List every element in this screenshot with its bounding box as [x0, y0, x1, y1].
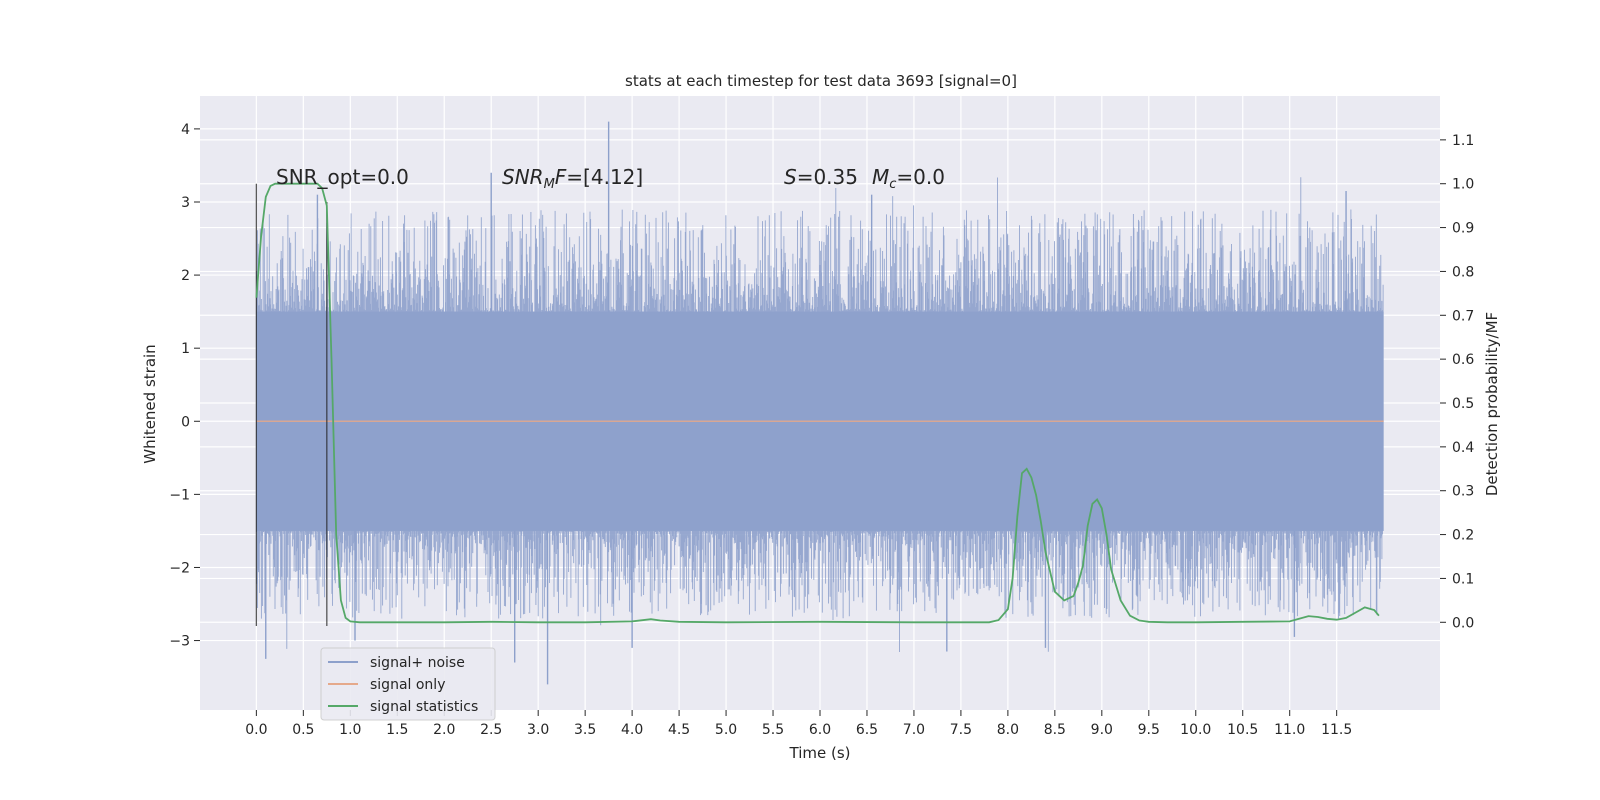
y-tick-label-right: 0.6 [1452, 352, 1474, 368]
x-tick-label: 8.0 [997, 722, 1019, 738]
y-tick-label-left: 3 [181, 195, 190, 211]
y-tick-label-right: 0.4 [1452, 440, 1474, 456]
y-tick-label-right: 0.2 [1452, 528, 1474, 544]
x-tick-label: 7.5 [950, 722, 972, 738]
legend-label-noise: signal+ noise [370, 655, 465, 671]
y-tick-label-right: 0.1 [1452, 571, 1474, 587]
y-tick-label-right: 0.8 [1452, 264, 1474, 280]
legend: signal+ noise signal only signal statist… [320, 647, 496, 721]
x-axis-ticks: 0.0 0.5 1.0 1.5 2.0 2.5 3.0 3.5 4.0 4.5 5.0 5.5 6.0 6… [245, 710, 1352, 738]
x-tick-label: 11.5 [1321, 722, 1352, 738]
x-tick-label: 11.0 [1274, 722, 1305, 738]
x-tick-label: 4.0 [621, 722, 643, 738]
y-tick-label-left: 0 [181, 414, 190, 430]
x-tick-label: 3.0 [527, 722, 549, 738]
y-tick-label-left: −1 [169, 487, 190, 503]
y-axis-left-label: Whitened strain [141, 344, 159, 463]
x-tick-label: 5.5 [762, 722, 784, 738]
x-tick-label: 9.0 [1091, 722, 1113, 738]
y-tick-label-right: 1.1 [1452, 133, 1474, 149]
annotation-snr-opt: SNR_opt=0.0 [276, 165, 409, 189]
y-tick-label-right: 1.0 [1452, 177, 1474, 193]
y-axis-left-ticks: −3 −2 −1 0 1 2 3 4 [169, 122, 200, 650]
x-tick-label: 10.0 [1180, 722, 1211, 738]
y-tick-label-right: 0.5 [1452, 396, 1474, 412]
y-axis-right-ticks: 0.0 0.1 0.2 0.3 0.4 0.5 0.6 0.7 0.8 0.9 1.0 1.1 [1440, 133, 1474, 631]
x-tick-label: 4.5 [668, 722, 690, 738]
x-tick-label: 3.5 [574, 722, 596, 738]
x-tick-label: 1.0 [339, 722, 361, 738]
x-tick-label: 6.0 [809, 722, 831, 738]
annotation-snr-mf: SNRMF=[4.12] [502, 165, 643, 192]
x-tick-label: 6.5 [856, 722, 878, 738]
x-tick-label: 10.5 [1227, 722, 1258, 738]
x-tick-label: 2.5 [480, 722, 502, 738]
y-tick-label-left: −3 [169, 634, 190, 650]
y-tick-label-right: 0.9 [1452, 221, 1474, 237]
y-tick-label-right: 0.0 [1452, 615, 1474, 631]
annotation-s-mc: S=0.35 Mc=0.0 [784, 165, 945, 192]
y-tick-label-left: 1 [181, 341, 190, 357]
x-tick-label: 0.0 [245, 722, 267, 738]
chart-title: stats at each timestep for test data 369… [625, 72, 1017, 90]
y-tick-label-right: 0.7 [1452, 308, 1474, 324]
y-tick-label-left: 2 [181, 268, 190, 284]
x-axis-label: Time (s) [789, 744, 851, 762]
x-tick-label: 8.5 [1044, 722, 1066, 738]
y-tick-label-left: −2 [169, 560, 190, 576]
x-tick-label: 1.5 [386, 722, 408, 738]
y-tick-label-left: 4 [181, 122, 190, 138]
legend-label-statistics: signal statistics [370, 699, 478, 715]
signal-statistics-line [255, 182, 1380, 624]
x-tick-label: 0.5 [292, 722, 314, 738]
x-tick-label: 9.5 [1138, 722, 1160, 738]
y-axis-right-label: Detection probability/MF [1483, 312, 1501, 496]
y-tick-label-right: 0.3 [1452, 484, 1474, 500]
legend-label-signal-only: signal only [370, 677, 445, 693]
x-tick-label: 5.0 [715, 722, 737, 738]
x-tick-label: 7.0 [903, 722, 925, 738]
x-tick-label: 2.0 [433, 722, 455, 738]
